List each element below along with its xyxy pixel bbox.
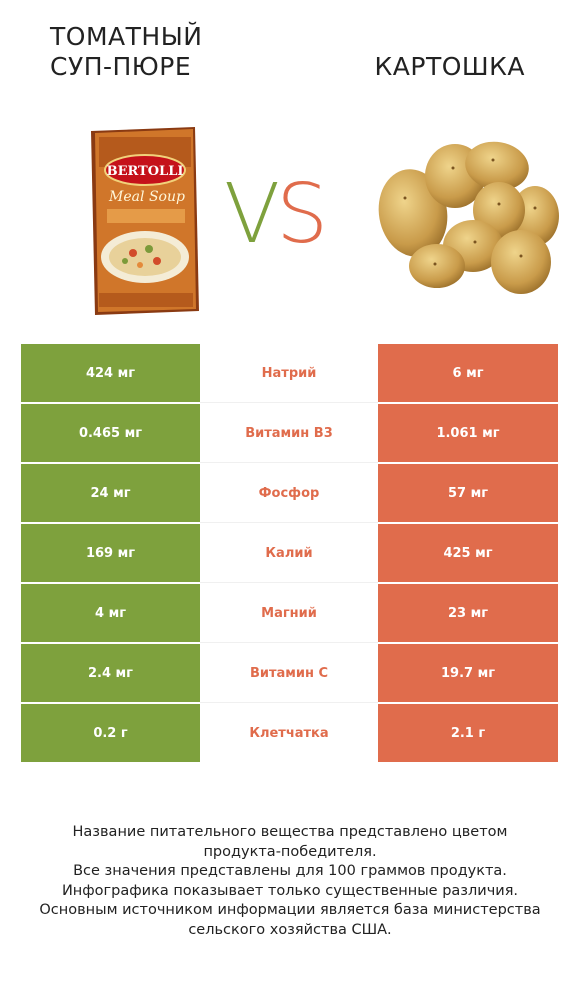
vs-label: VS (224, 167, 328, 262)
table-row: 0.465 мг Витамин B3 1.061 мг (21, 404, 558, 463)
tomato-soup-image: BERTOLLI Meal Soup (91, 127, 199, 315)
nutrient-comparison-table: 424 мг Натрий 6 мг 0.465 мг Витамин B3 1… (21, 344, 558, 764)
table-row: 169 мг Калий 425 мг (21, 524, 558, 583)
footer-line: Инфографика показывает только существенн… (61, 882, 519, 899)
svg-text:Meal Soup: Meal Soup (108, 189, 185, 205)
soup-brand-logo: BERTOLLI (107, 164, 184, 179)
nutrient-label: Натрий (200, 344, 378, 403)
right-value: 6 мг (378, 344, 558, 402)
right-value: 1.061 мг (378, 404, 558, 462)
right-value: 23 мг (378, 584, 558, 642)
left-value: 169 мг (21, 524, 200, 582)
nutrient-label: Витамин B3 (200, 404, 378, 463)
nutrient-label: Витамин C (200, 644, 378, 703)
nutrient-label: Клетчатка (200, 704, 378, 762)
nutrient-label: Калий (200, 524, 378, 583)
footer-line: сельского хозяйства США. (188, 921, 392, 938)
left-value: 0.2 г (21, 704, 200, 762)
right-value: 19.7 мг (378, 644, 558, 702)
right-product-title: КАРТОШКА (374, 52, 525, 81)
nutrient-label: Магний (200, 584, 378, 643)
left-product-title: ТОМАТНЫЙ СУП-ПЮРЕ (50, 22, 203, 81)
left-value: 2.4 мг (21, 644, 200, 702)
table-row: 2.4 мг Витамин C 19.7 мг (21, 644, 558, 703)
footer-line: Название питательного вещества представл… (72, 824, 508, 840)
footer-line: продукта-победителя. (203, 843, 377, 860)
potato-image (378, 141, 559, 294)
right-value: 57 мг (378, 464, 558, 522)
nutrient-label: Фосфор (200, 464, 378, 523)
table-row: 4 мг Магний 23 мг (21, 584, 558, 643)
footer-notes: Название питательного вещества представл… (20, 823, 560, 940)
table-row: 24 мг Фосфор 57 мг (21, 464, 558, 523)
table-row: 424 мг Натрий 6 мг (21, 344, 558, 403)
right-value: 425 мг (378, 524, 558, 582)
left-value: 0.465 мг (21, 404, 200, 462)
left-value: 424 мг (21, 344, 200, 402)
table-row: 0.2 г Клетчатка 2.1 г (21, 704, 558, 762)
footer-line: Все значения представлены для 100 граммо… (73, 863, 507, 879)
left-value: 4 мг (21, 584, 200, 642)
footer-line: Основным источником информации является … (39, 902, 541, 918)
left-value: 24 мг (21, 464, 200, 522)
right-value: 2.1 г (378, 704, 558, 762)
